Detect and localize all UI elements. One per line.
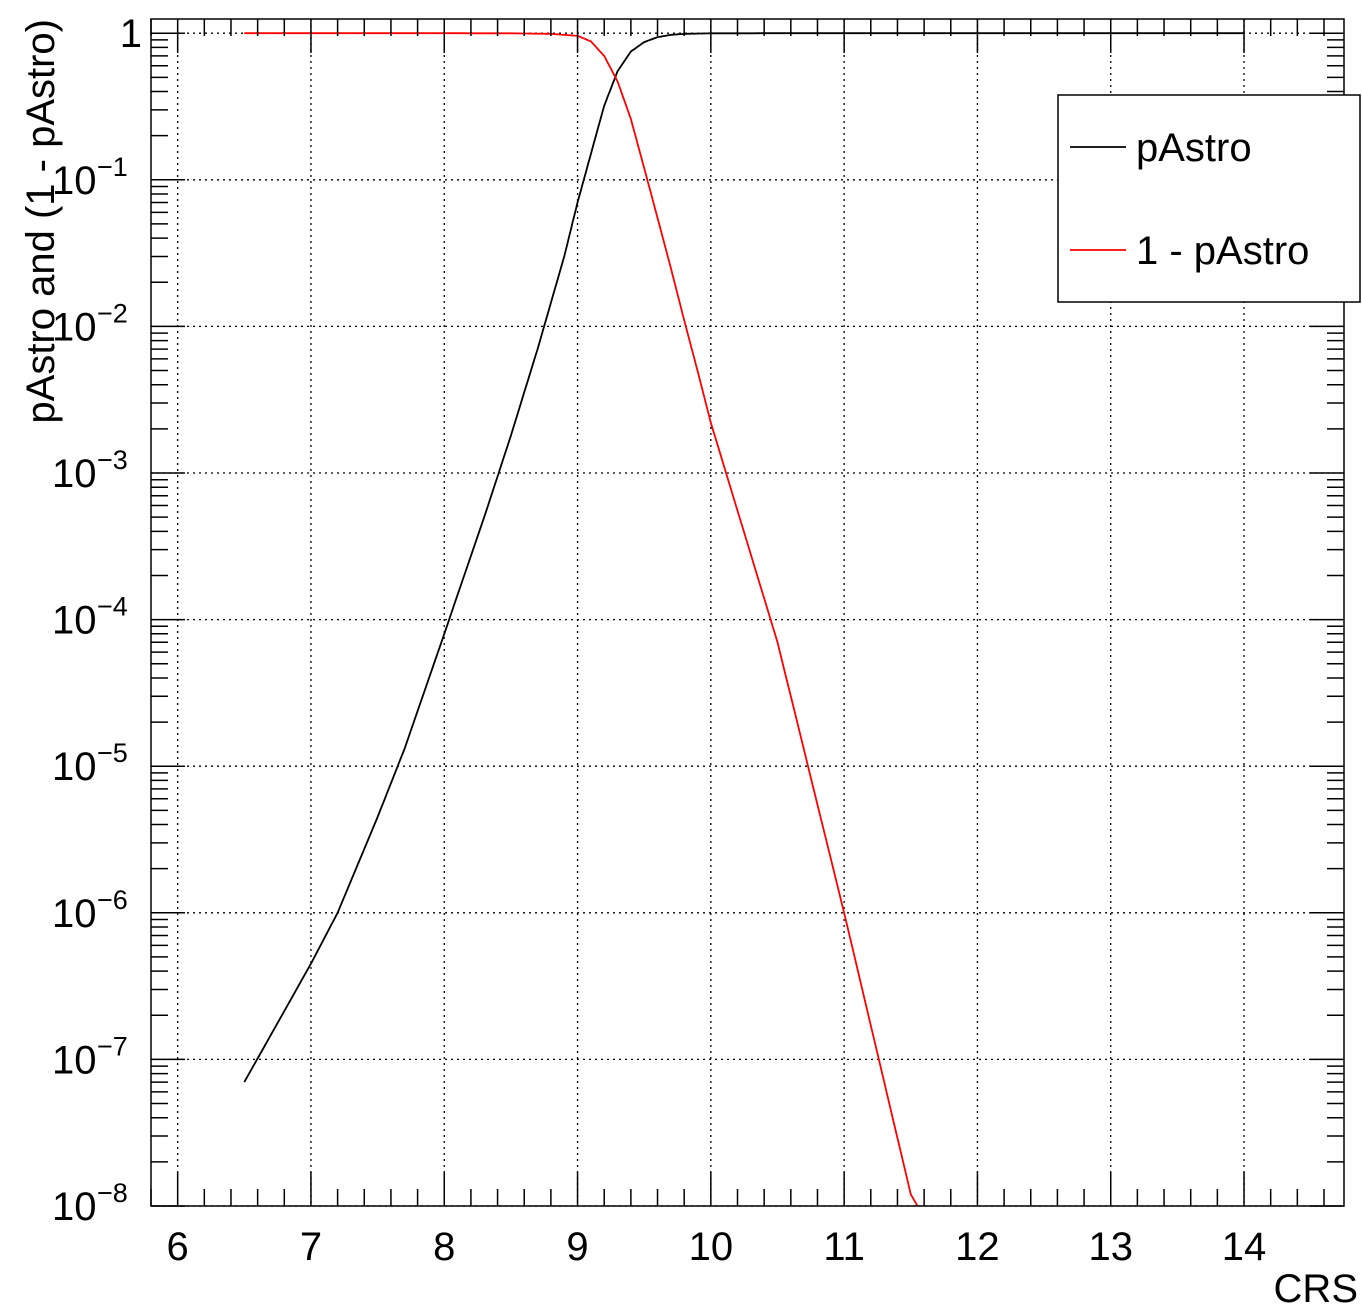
y-tick-base: 10 bbox=[52, 892, 97, 936]
x-tick-labels: 6 7 8 9 10 11 12 13 14 bbox=[167, 1225, 1267, 1269]
y-tick-base: 10 bbox=[52, 159, 97, 203]
plot-frame bbox=[150, 18, 1345, 1207]
y-tick-label: 10 −2 bbox=[52, 298, 128, 349]
x-tick-label: 11 bbox=[823, 1225, 865, 1269]
y-tick-base: 10 bbox=[52, 452, 97, 496]
y-tick-exponent: −5 bbox=[97, 738, 128, 768]
y-tick-exponent: −1 bbox=[97, 152, 128, 182]
y-tick-label: 10 −4 bbox=[52, 592, 128, 643]
y-tick-label: 10 −1 bbox=[52, 152, 128, 203]
legend-box bbox=[1057, 94, 1361, 303]
series-line-one-minus-pastro bbox=[244, 32, 919, 1207]
x-tick-label: 10 bbox=[689, 1225, 734, 1269]
y-tick-base: 10 bbox=[52, 1185, 97, 1229]
x-tick-label: 9 bbox=[566, 1225, 588, 1269]
x-tick-label: 14 bbox=[1222, 1225, 1267, 1269]
y-tick-exponent: −6 bbox=[97, 885, 128, 915]
legend-label-pastro: pAstro bbox=[1136, 126, 1252, 170]
y-tick-base: 10 bbox=[52, 745, 97, 789]
legend: pAstro 1 - pAstro bbox=[1057, 94, 1361, 303]
y-tick-label: 10 −6 bbox=[52, 885, 128, 936]
y-tick-base: 10 bbox=[52, 1038, 97, 1082]
series-group bbox=[243, 32, 1244, 1207]
y-tick-label: 10 −5 bbox=[52, 738, 128, 789]
x-tick-label: 12 bbox=[955, 1225, 1000, 1269]
series-line-pastro bbox=[243, 32, 1244, 1083]
x-tick-label: 6 bbox=[167, 1225, 189, 1269]
x-tick-label: 7 bbox=[300, 1225, 322, 1269]
y-tick-label: 10 −8 bbox=[52, 1178, 128, 1229]
y-tick-exponent: −8 bbox=[97, 1178, 128, 1208]
y-tick-base: 1 bbox=[120, 12, 142, 56]
y-tick-label: 1 bbox=[120, 12, 142, 56]
x-tick-label: 13 bbox=[1088, 1225, 1133, 1269]
y-tick-exponent: −4 bbox=[97, 592, 128, 622]
y-tick-base: 10 bbox=[52, 599, 97, 643]
ticks bbox=[150, 19, 1344, 1207]
x-axis-title: CRS bbox=[1274, 1267, 1358, 1311]
y-tick-label: 10 −7 bbox=[52, 1031, 128, 1082]
legend-label-one-minus-pastro: 1 - pAstro bbox=[1136, 229, 1309, 273]
x-tick-label: 8 bbox=[433, 1225, 455, 1269]
y-tick-exponent: −3 bbox=[97, 445, 128, 475]
y-tick-base: 10 bbox=[52, 305, 97, 349]
y-tick-label: 10 −3 bbox=[52, 445, 128, 496]
y-tick-exponent: −7 bbox=[97, 1031, 128, 1061]
y-tick-labels: 110−110−210−310−410−510−610−710−8 bbox=[52, 12, 142, 1229]
y-tick-exponent: −2 bbox=[97, 298, 128, 328]
y-axis-title: pAstro and (1 - pAstro) bbox=[19, 19, 63, 424]
